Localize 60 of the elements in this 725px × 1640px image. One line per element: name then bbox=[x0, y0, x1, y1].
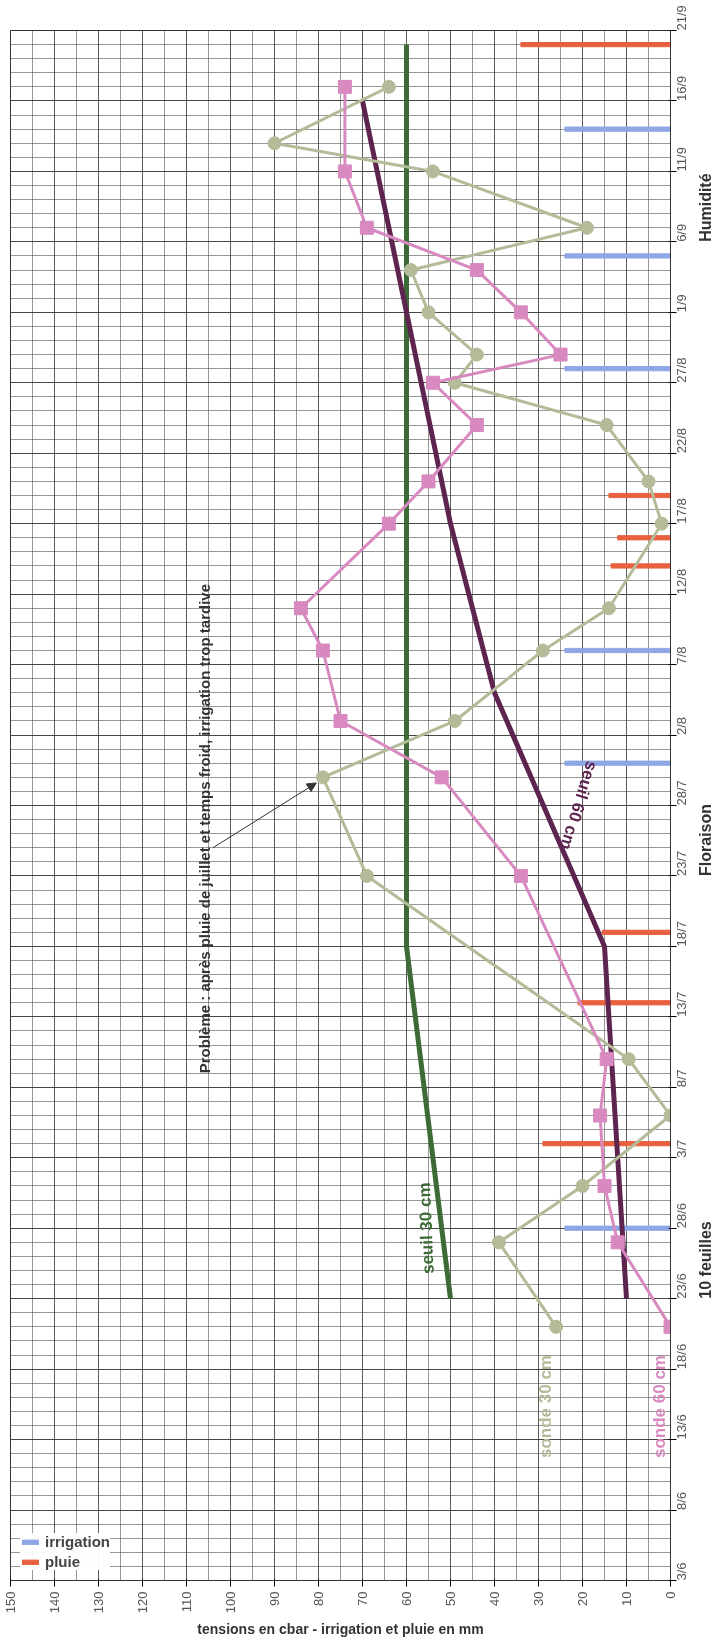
text: Humidité bbox=[697, 173, 714, 242]
y-tick-label: 23/6 bbox=[674, 1273, 689, 1299]
x-tick-label: 140 bbox=[47, 1591, 62, 1614]
x-tick-label: 60 bbox=[399, 1591, 414, 1606]
y-tick-label: 3/7 bbox=[674, 1139, 689, 1158]
bar bbox=[601, 929, 671, 935]
x-tick-label: 40 bbox=[487, 1591, 502, 1606]
x-tick-label: 90 bbox=[267, 1591, 282, 1606]
legend-label: pluie bbox=[45, 1553, 81, 1570]
text: 10 feuilles bbox=[697, 1221, 714, 1299]
x-tick-label: 120 bbox=[135, 1591, 150, 1614]
y-tick-label: 18/7 bbox=[674, 921, 689, 947]
y-tick-label: 6/9 bbox=[674, 223, 689, 242]
x-tick-label: 150 bbox=[3, 1591, 18, 1614]
x-tick-label: 50 bbox=[443, 1591, 458, 1606]
x-tick-label: 30 bbox=[531, 1591, 546, 1606]
x-tick-label: 0 bbox=[663, 1591, 678, 1599]
y-tick-label: 1/9 bbox=[674, 294, 689, 313]
y-tick-label: 17/8 bbox=[674, 498, 689, 524]
text: sonde 60 cm bbox=[650, 1355, 669, 1459]
bar bbox=[564, 126, 671, 132]
bar bbox=[608, 492, 671, 499]
legend-label: irrigation bbox=[45, 1533, 111, 1550]
y-tick-label: 28/7 bbox=[674, 780, 689, 806]
x-tick-label: 20 bbox=[575, 1591, 590, 1606]
y-tick-label: 28/6 bbox=[674, 1202, 689, 1229]
y-tick-label: 13/7 bbox=[674, 991, 689, 1017]
x-axis-title: tensions en cbar - irrigation et pluie en mm bbox=[197, 1621, 484, 1638]
bar bbox=[564, 253, 671, 259]
x-tick-label: 100 bbox=[223, 1591, 238, 1614]
y-tick-label: 22/8 bbox=[674, 427, 689, 454]
y-tick-label: 13/6 bbox=[674, 1414, 689, 1440]
y-tick-label: 7/8 bbox=[674, 646, 689, 665]
x-tick-label: 80 bbox=[311, 1591, 326, 1606]
y-tick-label: 27/8 bbox=[674, 357, 689, 383]
y-tick-label: 18/6 bbox=[674, 1343, 689, 1370]
y-tick-label: 16/9 bbox=[674, 75, 689, 101]
x-tick-label: 130 bbox=[91, 1591, 106, 1614]
y-tick-label: 3/6 bbox=[674, 1562, 689, 1581]
annotation: Problème : après pluie de juillet et temps froid, irrigation trop tardive bbox=[195, 583, 213, 1074]
y-tick-label: 2/8 bbox=[674, 716, 689, 736]
y-tick-label: 23/7 bbox=[674, 850, 689, 876]
text: sonde 30 cm bbox=[535, 1355, 555, 1459]
x-tick-label: 70 bbox=[355, 1591, 370, 1606]
bar bbox=[577, 1000, 671, 1006]
bar bbox=[564, 366, 671, 372]
x-tick-label: 10 bbox=[619, 1591, 634, 1606]
bar bbox=[564, 647, 671, 654]
y-tick-label: 8/7 bbox=[674, 1069, 689, 1088]
y-tick-label: 12/8 bbox=[674, 568, 689, 595]
text: Floraison bbox=[697, 803, 714, 876]
x-tick-label: 110 bbox=[179, 1591, 194, 1613]
bar bbox=[564, 1225, 671, 1231]
y-tick-label: 8/6 bbox=[674, 1491, 689, 1511]
y-tick-label: 21/9 bbox=[674, 5, 689, 31]
bar bbox=[617, 535, 671, 541]
y-tick-label: 11/9 bbox=[674, 147, 689, 172]
bar bbox=[520, 41, 671, 48]
text: seuil 30 cm bbox=[414, 1182, 438, 1275]
bar bbox=[610, 563, 671, 569]
